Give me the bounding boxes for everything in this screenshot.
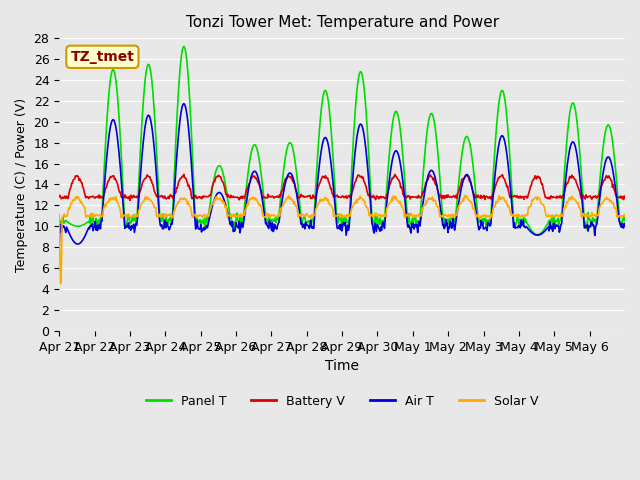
- Solar V: [276, 213, 284, 219]
- Line: Battery V: Battery V: [59, 174, 625, 200]
- Solar V: [122, 212, 130, 218]
- Air T: [255, 176, 262, 181]
- Battery V: [402, 194, 410, 200]
- Panel T: [533, 232, 541, 238]
- Solar V: [402, 214, 410, 220]
- Panel T: [276, 204, 284, 210]
- Solar V: [57, 281, 65, 287]
- Panel T: [180, 44, 188, 49]
- Solar V: [621, 213, 629, 219]
- Battery V: [180, 171, 188, 177]
- Solar V: [227, 213, 234, 218]
- Air T: [55, 244, 63, 250]
- X-axis label: Time: Time: [325, 359, 359, 373]
- Solar V: [55, 211, 63, 217]
- Panel T: [122, 225, 129, 230]
- Title: Tonzi Tower Met: Temperature and Power: Tonzi Tower Met: Temperature and Power: [186, 15, 499, 30]
- Line: Air T: Air T: [59, 104, 625, 247]
- Panel T: [55, 223, 63, 229]
- Text: TZ_tmet: TZ_tmet: [70, 50, 134, 64]
- Air T: [401, 200, 409, 205]
- Battery V: [276, 193, 284, 199]
- Solar V: [255, 200, 262, 206]
- Panel T: [227, 216, 234, 221]
- Panel T: [433, 140, 441, 145]
- Line: Solar V: Solar V: [59, 195, 625, 284]
- Panel T: [621, 218, 629, 224]
- Legend: Panel T, Battery V, Air T, Solar V: Panel T, Battery V, Air T, Solar V: [141, 390, 543, 413]
- Battery V: [434, 187, 442, 193]
- Panel T: [401, 183, 409, 189]
- Air T: [227, 222, 234, 228]
- Solar V: [434, 204, 442, 209]
- Panel T: [255, 152, 262, 157]
- Battery V: [122, 195, 129, 201]
- Air T: [433, 182, 441, 188]
- Air T: [621, 223, 629, 228]
- Air T: [122, 223, 129, 228]
- Y-axis label: Temperature (C) / Power (V): Temperature (C) / Power (V): [15, 97, 28, 272]
- Battery V: [621, 195, 629, 201]
- Air T: [276, 214, 284, 220]
- Battery V: [255, 182, 263, 188]
- Solar V: [285, 192, 292, 198]
- Battery V: [227, 192, 235, 198]
- Battery V: [126, 197, 134, 203]
- Line: Panel T: Panel T: [59, 47, 625, 235]
- Air T: [180, 101, 188, 107]
- Battery V: [55, 193, 63, 199]
